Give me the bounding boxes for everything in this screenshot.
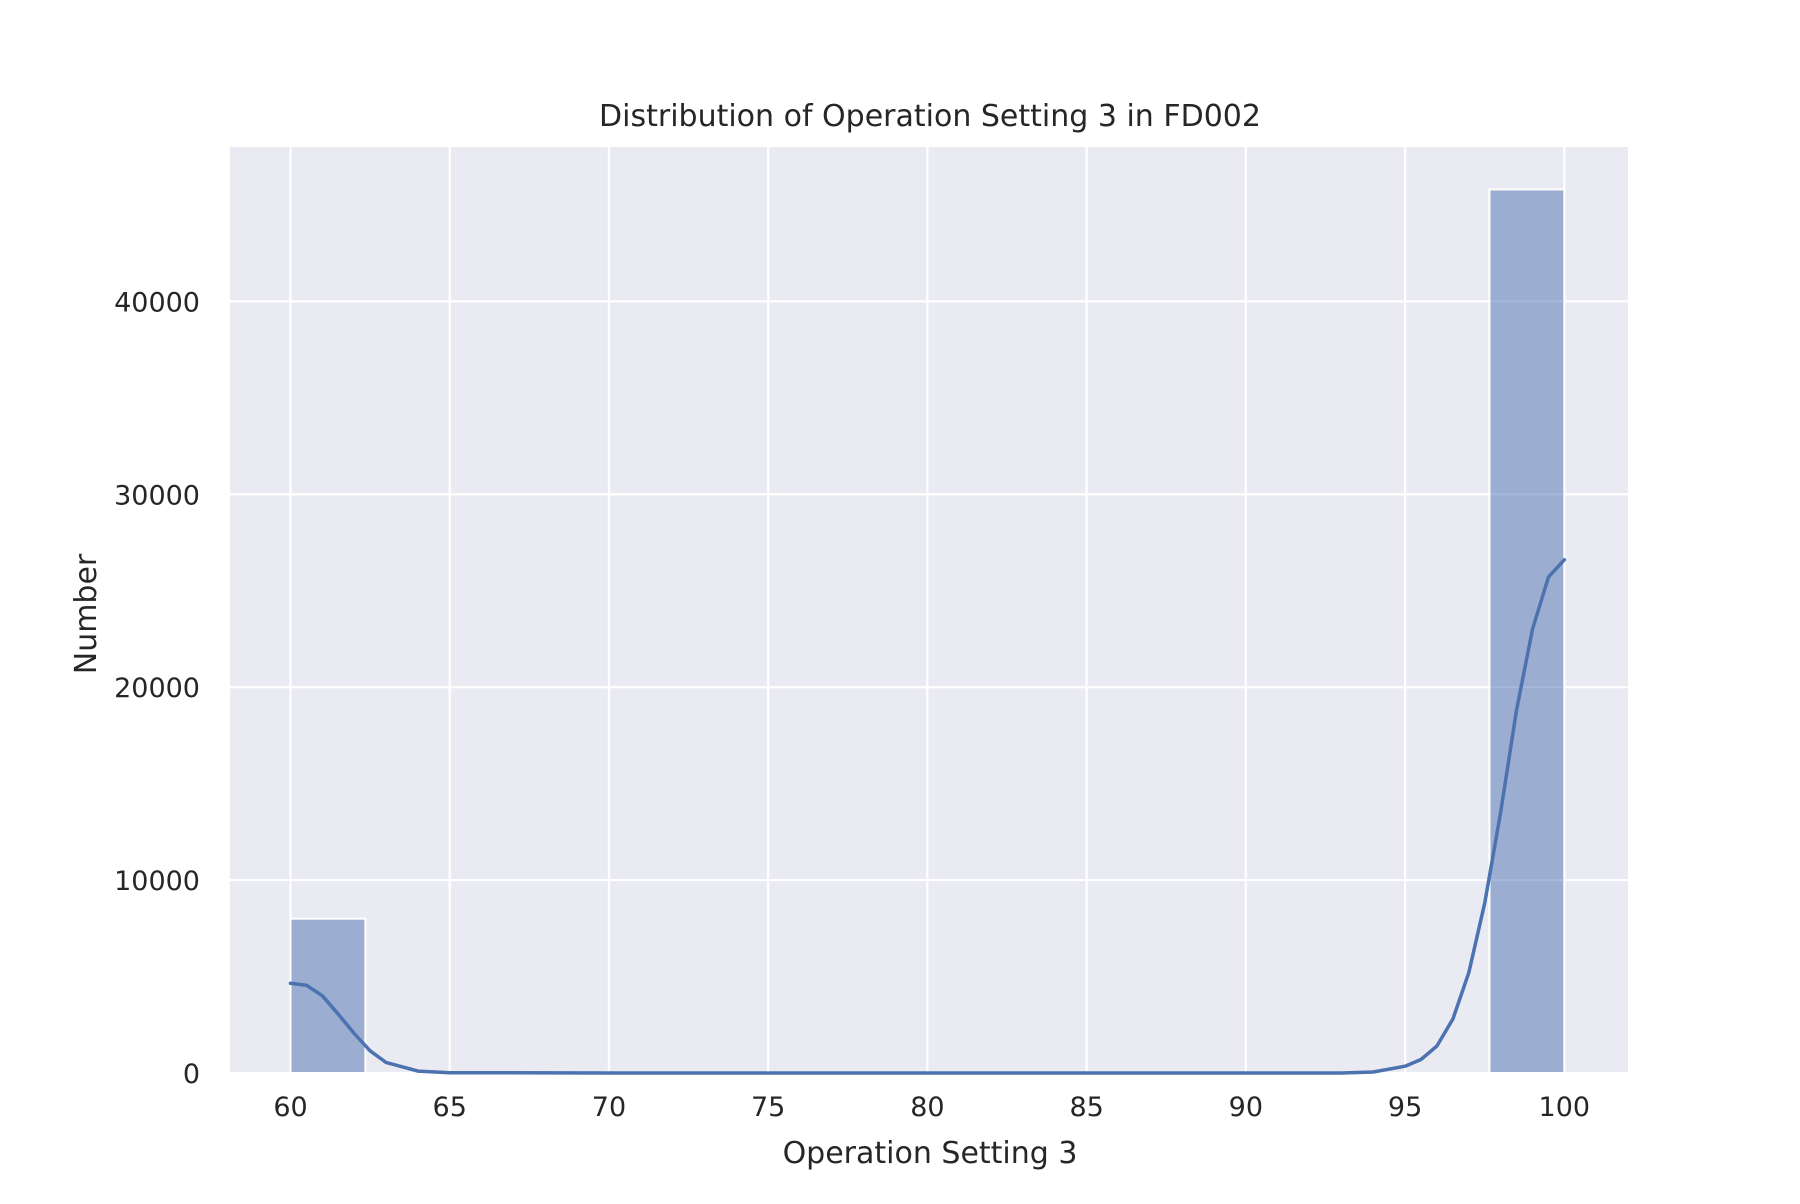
- y-tick-label: 40000: [114, 287, 200, 318]
- chart-title: Distribution of Operation Setting 3 in F…: [599, 99, 1261, 134]
- x-tick-label: 65: [433, 1092, 467, 1123]
- y-tick-label: 10000: [114, 866, 200, 897]
- x-tick-label: 100: [1539, 1092, 1591, 1123]
- histogram-bars: [289, 188, 1566, 1075]
- plot-background: [230, 147, 1628, 1073]
- x-tick-label: 75: [751, 1092, 785, 1123]
- x-axis-label: Operation Setting 3: [783, 1136, 1078, 1171]
- x-tick-label: 60: [273, 1092, 307, 1123]
- grid-lines: [230, 147, 1628, 1075]
- kde-curve: [288, 558, 1567, 1075]
- x-tick-label: 90: [1229, 1092, 1263, 1123]
- histogram-bar: [1488, 188, 1566, 1075]
- y-tick-label: 30000: [114, 480, 200, 511]
- x-tick-label: 85: [1069, 1092, 1103, 1123]
- y-tick-labels: 0 10000 20000 30000 40000: [114, 287, 200, 1090]
- x-tick-labels: 60 65 70 75 80 85 90 95 100: [273, 1092, 1590, 1123]
- x-tick-label: 95: [1388, 1092, 1422, 1123]
- y-tick-label: 20000: [114, 673, 200, 704]
- x-tick-label: 70: [592, 1092, 626, 1123]
- y-tick-label: 0: [183, 1059, 200, 1090]
- histogram-bar: [289, 917, 367, 1075]
- kde-curve-layer: [288, 558, 1567, 1075]
- x-tick-label: 80: [910, 1092, 944, 1123]
- y-axis-label: Number: [69, 553, 104, 674]
